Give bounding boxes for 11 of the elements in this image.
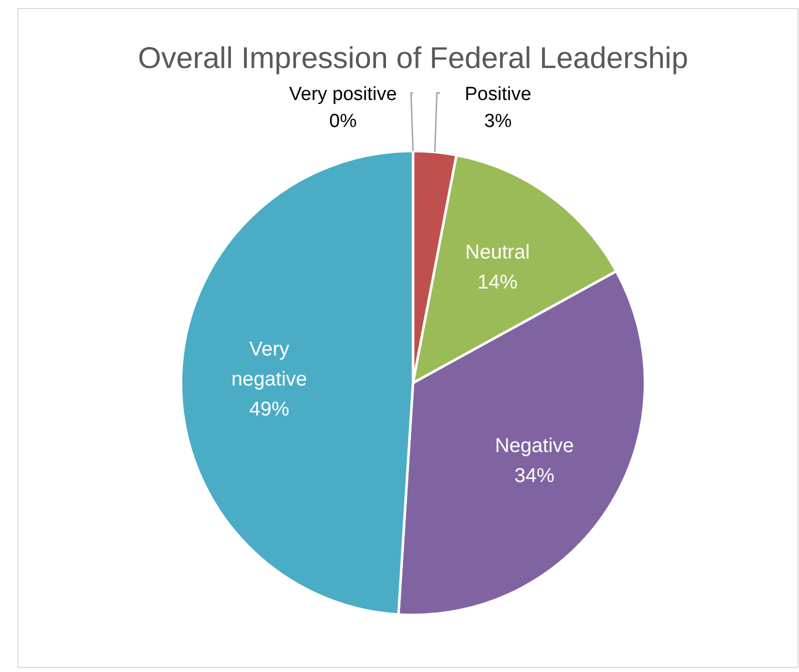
slice-label: Neutral (465, 242, 530, 264)
chart-title: Overall Impression of Federal Leadership (138, 42, 688, 75)
category-label: Very positive (289, 84, 397, 105)
data-label: 49% (249, 398, 290, 420)
data-label: 14% (478, 272, 518, 294)
slice-label: Negative (494, 435, 574, 458)
slice-label: Very negative (231, 338, 308, 390)
slice-label: Positive (464, 84, 532, 105)
text: 0% (329, 111, 357, 132)
data-label: 3% (484, 111, 512, 132)
data-label: 34% (514, 465, 555, 488)
